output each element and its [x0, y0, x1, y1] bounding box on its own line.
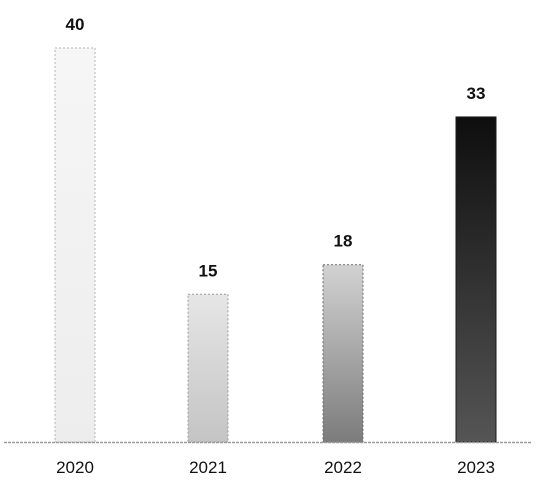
value-label-2020: 40 — [66, 15, 85, 34]
bar-2021 — [187, 293, 229, 443]
x-tick-label-2023: 2023 — [457, 458, 495, 477]
bar-2020 — [54, 47, 96, 443]
bars-group — [54, 47, 497, 443]
x-tick-label-2020: 2020 — [56, 458, 94, 477]
x-tick-label-2022: 2022 — [324, 458, 362, 477]
bar-2022 — [322, 264, 364, 443]
value-label-2022: 18 — [334, 232, 353, 251]
bar-2023 — [455, 116, 497, 443]
value-label-2023: 33 — [467, 84, 486, 103]
x-tick-labels-group: 2020 2021 2022 2023 — [56, 458, 495, 477]
value-labels-group: 40 15 18 33 — [66, 15, 486, 280]
x-tick-label-2021: 2021 — [189, 458, 227, 477]
value-label-2021: 15 — [199, 261, 218, 280]
